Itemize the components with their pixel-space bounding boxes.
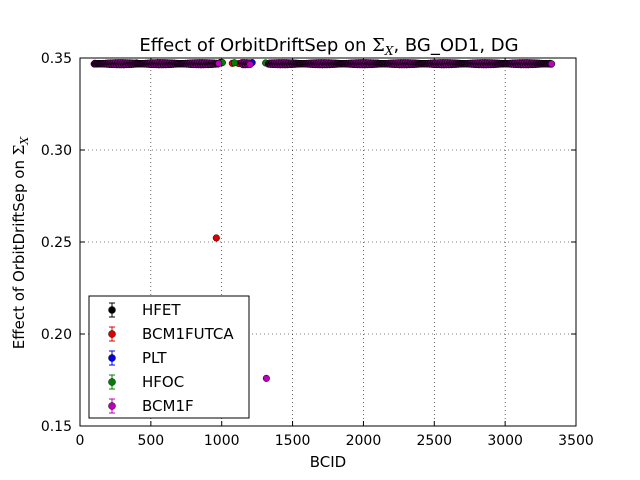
chart-title: Effect of OrbitDriftSep on ΣX, BG_OD1, D… <box>139 35 518 58</box>
y-axis-title: Effect of OrbitDriftSep on ΣX <box>10 136 31 350</box>
point-bcm1f <box>246 60 254 69</box>
y-tick-label: 0.30 <box>41 143 72 159</box>
legend-label: HFET <box>142 301 181 319</box>
ticks: 0 500 1000 1500 2000 2500 3000 3500 0.15 0.20 0.25… <box>41 51 594 449</box>
y-tick-label: 0.15 <box>41 419 72 435</box>
x-tick-label: 3500 <box>558 433 594 449</box>
legend-box <box>88 295 250 419</box>
legend-item-hfoc: HFOC <box>108 373 184 391</box>
point-bcm1f <box>548 60 556 68</box>
x-tick-label: 3000 <box>487 433 523 449</box>
legend-label: BCM1FUTCA <box>142 325 234 343</box>
x-tick-label: 2500 <box>416 433 452 449</box>
legend-label: PLT <box>142 349 167 367</box>
grid <box>80 58 576 426</box>
point-bcm1f <box>262 374 270 382</box>
x-tick-label: 2000 <box>346 433 382 449</box>
plot-frame <box>79 57 577 427</box>
x-axis-title: BCID <box>310 453 346 471</box>
legend-label: BCM1F <box>142 397 194 415</box>
x-tick-label: 1500 <box>275 433 311 449</box>
x-tick-label: 0 <box>76 433 85 449</box>
legend-item-bcm1f: BCM1F <box>108 397 194 415</box>
y-tick-label: 0.35 <box>41 51 72 67</box>
data-points <box>90 58 556 382</box>
legend-entries: HFET BCM1FUTCA PLT HFOC BCM1F <box>108 301 234 415</box>
y-tick-label: 0.20 <box>41 327 72 343</box>
legend-item-hfet: HFET <box>108 301 181 319</box>
x-tick-label: 1000 <box>204 433 240 449</box>
legend-item-bcm1futca: BCM1FUTCA <box>108 325 234 343</box>
x-tick-label: 500 <box>137 433 164 449</box>
legend: HFET BCM1FUTCA PLT HFOC BCM1F <box>88 295 250 419</box>
legend-marker <box>108 354 116 362</box>
legend-marker <box>108 330 116 338</box>
legend-marker <box>108 378 116 386</box>
legend-marker <box>108 402 116 410</box>
point-bcm1futca <box>212 234 220 242</box>
legend-item-plt: PLT <box>108 349 167 367</box>
legend-marker <box>108 306 116 314</box>
point-hfoc <box>230 59 239 67</box>
legend-label: HFOC <box>142 373 184 391</box>
point-bcm1f <box>215 59 223 68</box>
y-tick-label: 0.25 <box>41 235 72 251</box>
